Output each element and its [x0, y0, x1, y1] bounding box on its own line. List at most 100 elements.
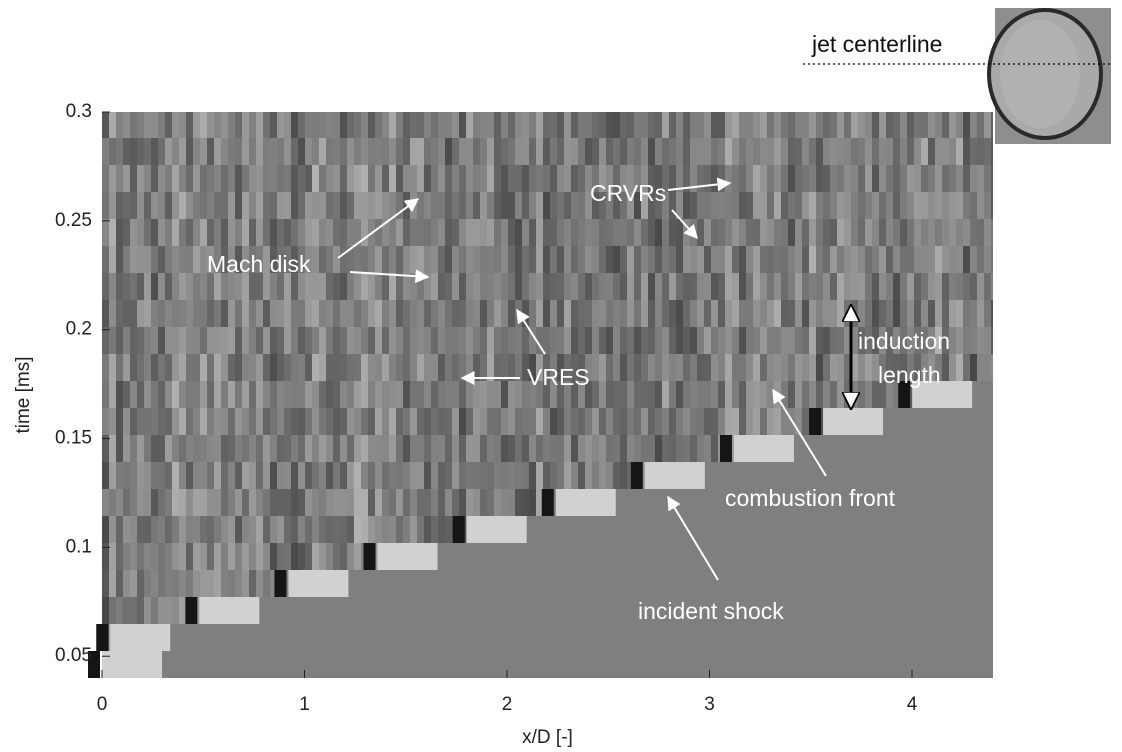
texture-cell: [781, 138, 788, 165]
texture-cell: [396, 138, 403, 165]
texture-cell: [872, 192, 879, 219]
texture-cell: [536, 138, 543, 165]
texture-cell: [578, 165, 585, 192]
texture-cell: [445, 327, 452, 354]
texture-cell: [529, 435, 536, 462]
texture-cell: [550, 354, 557, 381]
texture-cell: [480, 273, 487, 300]
texture-cell: [753, 273, 760, 300]
texture-cell: [375, 246, 382, 273]
texture-cell: [697, 219, 704, 246]
texture-cell: [760, 165, 767, 192]
texture-cell: [487, 192, 494, 219]
texture-cell: [732, 219, 739, 246]
texture-cell: [627, 435, 634, 462]
texture-cell: [865, 354, 872, 381]
texture-cell: [130, 327, 137, 354]
texture-cell: [774, 112, 781, 138]
texture-cell: [585, 246, 592, 273]
texture-cell: [599, 381, 606, 408]
texture-cell: [333, 273, 340, 300]
texture-cell: [130, 273, 137, 300]
texture-cell: [221, 192, 228, 219]
texture-cell: [501, 381, 508, 408]
texture-cell: [795, 381, 802, 408]
texture-cell: [403, 112, 410, 138]
texture-cell: [578, 112, 585, 138]
texture-cell: [277, 408, 284, 435]
texture-cell: [438, 165, 445, 192]
texture-cell: [144, 570, 151, 597]
texture-cell: [263, 381, 270, 408]
front-dark: [274, 570, 287, 597]
texture-cell: [382, 327, 389, 354]
texture-cell: [620, 354, 627, 381]
texture-cell: [956, 112, 963, 138]
texture-cell: [270, 489, 277, 516]
texture-cell: [256, 192, 263, 219]
texture-cell: [102, 192, 109, 219]
texture-cell: [550, 112, 557, 138]
texture-cell: [396, 300, 403, 327]
texture-cell: [788, 354, 795, 381]
texture-cell: [291, 300, 298, 327]
texture-cell: [116, 300, 123, 327]
texture-cell: [627, 165, 634, 192]
texture-cell: [921, 138, 928, 165]
texture-cell: [221, 543, 228, 570]
texture-cell: [613, 165, 620, 192]
texture-cell: [627, 327, 634, 354]
texture-cell: [214, 138, 221, 165]
texture-cell: [865, 327, 872, 354]
texture-cell: [634, 246, 641, 273]
texture-cell: [592, 246, 599, 273]
texture-cell: [571, 408, 578, 435]
texture-cell: [816, 381, 823, 408]
texture-cell: [655, 381, 662, 408]
texture-cell: [970, 354, 977, 381]
texture-cell: [347, 354, 354, 381]
texture-cell: [144, 300, 151, 327]
texture-cell: [200, 112, 207, 138]
texture-cell: [235, 246, 242, 273]
texture-cell: [886, 138, 893, 165]
texture-cell: [473, 192, 480, 219]
texture-cell: [165, 300, 172, 327]
texture-cell: [578, 273, 585, 300]
arrow: [337, 198, 420, 259]
texture-cell: [676, 246, 683, 273]
texture-cell: [277, 381, 284, 408]
texture-cell: [256, 489, 263, 516]
texture-cell: [585, 165, 592, 192]
y-tick-label: 0.2: [66, 319, 92, 340]
texture-cell: [459, 112, 466, 138]
texture-cell: [865, 246, 872, 273]
texture-cell: [578, 435, 585, 462]
texture-cell: [508, 462, 515, 489]
texture-cell: [942, 246, 949, 273]
texture-cell: [186, 435, 193, 462]
texture-cell: [270, 138, 277, 165]
texture-cell: [424, 516, 431, 543]
texture-cell: [165, 273, 172, 300]
texture-cell: [627, 219, 634, 246]
texture-cell: [193, 246, 200, 273]
texture-cell: [298, 300, 305, 327]
texture-cell: [858, 165, 865, 192]
texture-cell: [452, 327, 459, 354]
texture-cell: [291, 489, 298, 516]
texture-cell: [305, 381, 312, 408]
texture-cell: [256, 327, 263, 354]
texture-cell: [165, 381, 172, 408]
texture-cell: [991, 273, 993, 300]
texture-cell: [459, 246, 466, 273]
texture-cell: [557, 138, 564, 165]
texture-cell: [956, 192, 963, 219]
texture-cell: [851, 273, 858, 300]
texture-cell: [116, 192, 123, 219]
texture-cell: [739, 300, 746, 327]
texture-cell: [830, 192, 837, 219]
texture-cell: [298, 543, 305, 570]
texture-cell: [116, 516, 123, 543]
texture-cell: [319, 381, 326, 408]
